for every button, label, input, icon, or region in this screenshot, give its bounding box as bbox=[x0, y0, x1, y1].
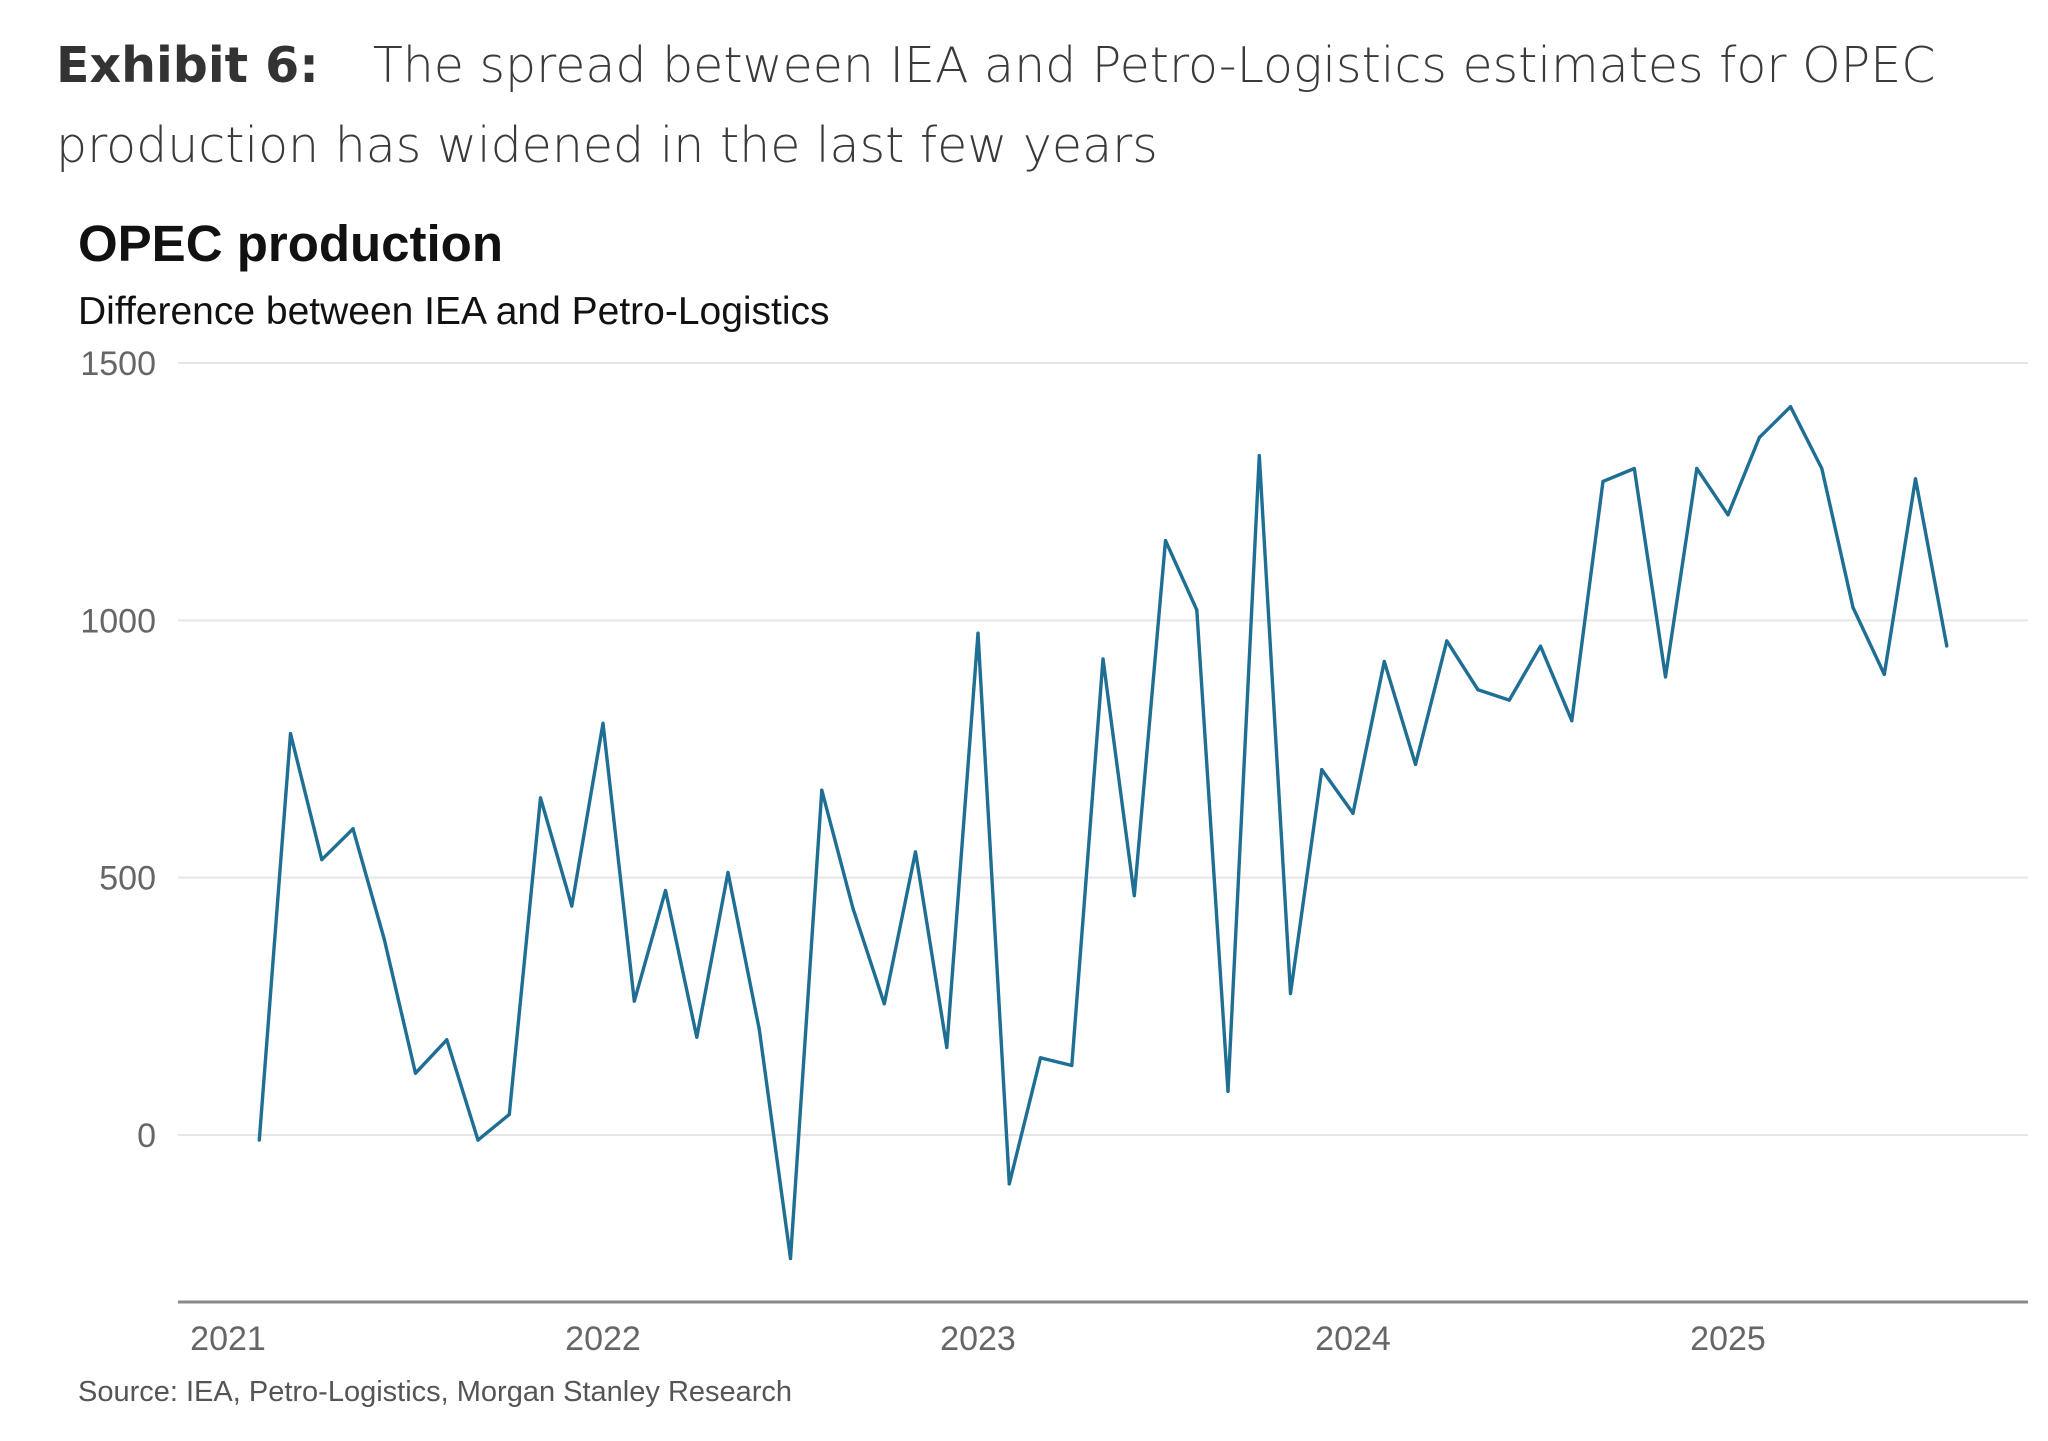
data-point bbox=[257, 1138, 261, 1142]
y-tick-label: 500 bbox=[99, 860, 156, 898]
exhibit-label: Exhibit 6: bbox=[56, 37, 319, 94]
data-point bbox=[1851, 605, 1855, 610]
data-point bbox=[1070, 1063, 1074, 1068]
data-point bbox=[851, 906, 855, 911]
y-tick-label: 1500 bbox=[80, 345, 156, 383]
data-point bbox=[695, 1035, 699, 1039]
y-axis-ticks: 0 500 1000 1500 bbox=[80, 345, 156, 1155]
data-point bbox=[1820, 466, 1824, 471]
data-point bbox=[1632, 466, 1636, 471]
data-point bbox=[445, 1038, 449, 1042]
data-point bbox=[1663, 675, 1668, 679]
data-point bbox=[1101, 657, 1105, 661]
gridlines bbox=[178, 362, 2028, 1136]
data-point bbox=[1882, 672, 1886, 676]
data-point bbox=[757, 1027, 761, 1032]
data-point bbox=[1163, 538, 1168, 543]
data-point bbox=[1413, 762, 1418, 767]
x-tick-label: 2024 bbox=[1315, 1320, 1391, 1358]
data-point bbox=[1445, 639, 1449, 643]
x-tick-label: 2025 bbox=[1690, 1320, 1766, 1358]
data-point bbox=[1007, 1182, 1011, 1186]
y-tick-label: 1000 bbox=[80, 602, 156, 640]
exhibit-text: The spread between IEA and Petro-Logisti… bbox=[56, 37, 1936, 174]
data-point bbox=[882, 1002, 886, 1006]
data-point bbox=[320, 858, 324, 862]
data-point bbox=[1351, 811, 1355, 815]
data-point bbox=[1601, 479, 1605, 483]
y-tick-label: 0 bbox=[137, 1117, 156, 1155]
data-point bbox=[1382, 659, 1386, 664]
data-point bbox=[1788, 405, 1793, 409]
data-point bbox=[1132, 894, 1136, 898]
chart-title: OPEC production bbox=[78, 215, 503, 272]
data-point bbox=[1288, 991, 1293, 996]
chart-subtitle: Difference between IEA and Petro-Logisti… bbox=[78, 290, 830, 333]
data-points bbox=[257, 405, 1949, 1261]
data-point bbox=[288, 731, 293, 736]
x-axis-ticks: 2021 2022 2023 2024 2025 bbox=[190, 1320, 1766, 1358]
data-point bbox=[632, 999, 636, 1003]
data-point bbox=[1570, 719, 1574, 723]
x-tick-label: 2021 bbox=[190, 1320, 266, 1358]
data-point bbox=[382, 937, 386, 942]
data-point bbox=[413, 1071, 418, 1075]
source-note: Source: IEA, Petro-Logistics, Morgan Sta… bbox=[78, 1376, 793, 1408]
data-point bbox=[1726, 513, 1730, 517]
data-point bbox=[1695, 466, 1699, 471]
data-point bbox=[538, 796, 543, 800]
data-point bbox=[1538, 644, 1543, 648]
data-point bbox=[1038, 1056, 1043, 1060]
data-point bbox=[1320, 767, 1324, 772]
data-point bbox=[976, 631, 980, 635]
data-point bbox=[601, 721, 605, 725]
data-point bbox=[945, 1045, 949, 1050]
data-point bbox=[570, 904, 574, 908]
data-point bbox=[663, 888, 668, 893]
x-tick-label: 2022 bbox=[565, 1320, 641, 1358]
data-point bbox=[1195, 608, 1199, 612]
data-point bbox=[1507, 698, 1511, 702]
data-point bbox=[351, 827, 355, 831]
data-point bbox=[1945, 644, 1949, 648]
data-point bbox=[788, 1256, 793, 1261]
exhibit-caption: Exhibit 6: The spread between IEA and Pet… bbox=[56, 26, 2041, 186]
data-point bbox=[1476, 688, 1480, 692]
data-point bbox=[1226, 1089, 1230, 1093]
data-point bbox=[476, 1138, 480, 1142]
data-point bbox=[913, 850, 918, 854]
data-point bbox=[820, 788, 824, 792]
data-point bbox=[1257, 454, 1261, 458]
data-point bbox=[507, 1112, 511, 1117]
data-point bbox=[1913, 477, 1918, 481]
x-tick-label: 2023 bbox=[940, 1320, 1016, 1358]
series-line bbox=[257, 405, 1949, 1261]
data-point bbox=[726, 870, 730, 875]
data-point bbox=[1757, 436, 1761, 440]
